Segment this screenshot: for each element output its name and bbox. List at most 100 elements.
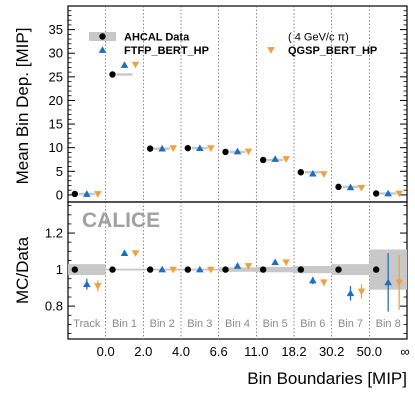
ftfp-point (309, 169, 317, 177)
qgsp-point (207, 145, 215, 152)
data-point (259, 156, 267, 164)
boundary-label: 4.0 (172, 344, 190, 359)
top-panel: 0 5 10 15 20 25 30 35 (49, 5, 408, 203)
y-tick-label: 25 (49, 69, 63, 84)
boundary-label: 50.0 (357, 344, 382, 359)
ftfp-point (346, 183, 355, 191)
data-point (109, 266, 116, 273)
data-point (146, 266, 154, 273)
ftfp-point (83, 280, 91, 288)
ftfp-point (271, 258, 279, 266)
y-tick-label: 0 (56, 187, 63, 202)
bin-label: Bin 5 (263, 318, 288, 330)
y-tick-label: 1.2 (45, 226, 63, 241)
data-point (109, 71, 116, 78)
ftfp-point (120, 61, 129, 68)
y-tick-label: 20 (49, 93, 63, 108)
systematic-band (256, 266, 294, 273)
boundary-label: 30.2 (319, 344, 344, 359)
data-point (335, 183, 342, 191)
ftfp-point (233, 262, 242, 269)
data-point (372, 190, 380, 197)
y-tick-label: 5 (56, 164, 63, 179)
data-band (116, 73, 133, 76)
legend-ftfp-marker (98, 46, 107, 53)
y-tick-label: 0.8 (45, 299, 63, 314)
data-point (71, 266, 79, 273)
qgsp-point (357, 184, 366, 192)
data-point (71, 190, 79, 198)
data-point (372, 266, 380, 273)
qgsp-point (131, 61, 140, 69)
qgsp-point (282, 156, 290, 163)
systematic-band (294, 265, 332, 274)
y-tick-label: 10 (49, 140, 63, 155)
data-point (222, 266, 229, 273)
qgsp-point (207, 266, 215, 274)
ftfp-point (196, 265, 204, 273)
ftfp-point (309, 276, 317, 284)
top-y-axis-title: Mean Bin Dep. [MIP] (13, 28, 32, 185)
qgsp-point (320, 171, 328, 178)
data-point (297, 266, 305, 273)
systematic-band (105, 268, 144, 271)
bin-label: Bin 7 (338, 318, 363, 330)
boundary-label: 0.0 (97, 344, 115, 359)
data-point (184, 144, 192, 152)
data-point (146, 145, 154, 152)
ftfp-point (158, 265, 166, 273)
bottom-y-axis-title: MC/Data (13, 236, 32, 304)
data-point (335, 266, 342, 273)
systematic-band (68, 264, 106, 276)
bin-label: Bin 4 (225, 318, 250, 330)
top-frame (67, 5, 408, 203)
boundary-label: 6.6 (210, 344, 228, 359)
ftfp-point (196, 144, 204, 152)
qgsp-point (244, 148, 253, 156)
systematic-band (331, 264, 370, 276)
data-point (259, 266, 267, 273)
ratio-panel: 0.8 1 1.2 Track Bin 1 Bin 2 Bin 3 Bin 4 Bin 5 Bin… (45, 201, 410, 359)
axis-labels: Mean Bin Dep. [MIP] MC/Data Bin Boundaries… (13, 28, 407, 388)
boundary-label: 18.2 (281, 344, 306, 359)
qgsp-point (395, 279, 403, 287)
bin-label: Track (73, 318, 101, 330)
bin-label: Bin 6 (300, 318, 325, 330)
legend-qgsp-marker (267, 47, 275, 54)
x-axis-title: Bin Boundaries [MIP] (247, 369, 407, 388)
y-tick-label: 30 (49, 46, 63, 61)
ftfp-point (120, 249, 129, 256)
qgsp-point (94, 283, 102, 290)
systematic-band (218, 267, 257, 272)
qgsp-point (282, 259, 290, 267)
bin-label: Bin 8 (376, 318, 401, 330)
qgsp-point (169, 266, 177, 274)
qgsp-point (131, 250, 140, 257)
bin-label: Bin 3 (187, 318, 212, 330)
qgsp-point (320, 279, 328, 287)
ftfp-point (233, 147, 242, 155)
legend-data-label: AHCAL Data (124, 32, 190, 44)
y-tick-label: 1 (56, 262, 63, 277)
legend-note: ( 4 GeV/c π) (288, 32, 349, 44)
legend-data-marker (99, 33, 106, 40)
qgsp-point (395, 190, 403, 198)
qgsp-point (357, 288, 366, 296)
legend-qgsp-label: QGSP_BERT_HP (288, 45, 377, 57)
y-tick-label: 15 (49, 117, 63, 132)
data-point (184, 266, 192, 273)
legend-ftfp-label: FTFP_BERT_HP (124, 45, 209, 57)
ftfp-point (384, 189, 392, 197)
qgsp-point (94, 191, 102, 198)
calice-watermark: CALICE (82, 209, 160, 232)
ftfp-point (384, 278, 392, 286)
bin-label: Bin 2 (150, 318, 175, 330)
legend: AHCAL Data ( 4 GeV/c π) FTFP_BERT_HP QGSP_B… (89, 32, 377, 57)
qgsp-point (244, 263, 253, 270)
y-tick-label: 35 (49, 22, 63, 37)
ftfp-point (271, 155, 279, 162)
ftfp-point (158, 144, 166, 152)
data-point (297, 169, 305, 176)
ftfp-point (83, 190, 91, 197)
boundary-label: 11.0 (244, 344, 268, 359)
